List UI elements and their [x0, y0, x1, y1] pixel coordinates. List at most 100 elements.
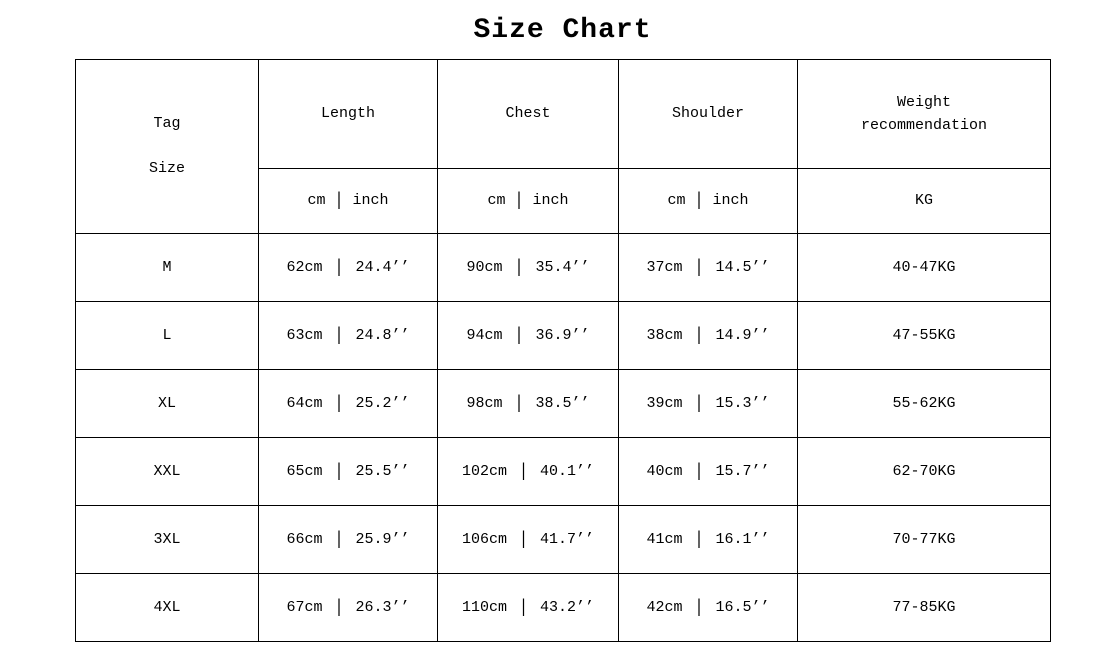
length-cell: 65cm | 25.5’’ — [258, 436, 438, 506]
chest-cm: 94cm — [466, 326, 503, 344]
separator-bar: | — [694, 460, 704, 482]
chest-cell: 106cm | 41.7’’ — [437, 504, 619, 574]
units-length: cm | inch — [258, 167, 438, 234]
weight-cell: 47-55KG — [797, 300, 1051, 370]
separator-bar: | — [694, 324, 704, 346]
shoulder-inch: 14.5’’ — [715, 258, 770, 276]
length-inch: 25.2’’ — [355, 394, 410, 412]
chest-cm: 90cm — [466, 258, 503, 276]
length-cell: 62cm | 24.4’’ — [258, 232, 438, 302]
header-weight-line2: recommendation — [860, 116, 988, 134]
chest-cm: 106cm — [461, 530, 507, 548]
chest-cell: 90cm | 35.4’’ — [437, 232, 619, 302]
length-cell: 64cm | 25.2’’ — [258, 368, 438, 438]
separator-bar: | — [334, 528, 344, 550]
separator-bar: | — [694, 256, 704, 278]
header-tag-label: Tag — [153, 115, 181, 133]
chest-inch: 41.7’’ — [540, 530, 595, 548]
separator-bar: | — [514, 324, 524, 346]
unit-cm: cm — [487, 192, 506, 210]
separator-bar: | — [694, 528, 704, 550]
chest-inch: 35.4’’ — [535, 258, 590, 276]
length-inch: 26.3’’ — [355, 598, 410, 616]
shoulder-cm: 39cm — [646, 394, 683, 412]
units-chest: cm | inch — [437, 167, 619, 234]
separator-bar: | — [518, 460, 528, 482]
table-row-m: M 62cm | 24.4’’ 90cm | 35.4’’ 37cm | 14.5’’ 40… — [75, 232, 1051, 302]
length-cell: 63cm | 24.8’’ — [258, 300, 438, 370]
separator-bar: | — [518, 596, 528, 618]
length-cm: 66cm — [286, 530, 323, 548]
shoulder-cm: 40cm — [646, 462, 683, 480]
length-inch: 24.8’’ — [355, 326, 410, 344]
header-weight-line1: Weight — [896, 93, 951, 111]
unit-inch: inch — [532, 192, 569, 210]
page-title: Size Chart — [473, 15, 652, 46]
separator-bar: | — [334, 256, 344, 278]
length-cm: 65cm — [286, 462, 323, 480]
unit-inch: inch — [352, 192, 389, 210]
chest-cell: 110cm | 43.2’’ — [437, 572, 619, 642]
length-inch: 24.4’’ — [355, 258, 410, 276]
units-shoulder: cm | inch — [618, 167, 798, 234]
length-cm: 63cm — [286, 326, 323, 344]
unit-cm: cm — [307, 192, 326, 210]
tag-size-cell: XL — [75, 368, 259, 438]
shoulder-cm: 37cm — [646, 258, 683, 276]
header-row-main: Tag Size Length Chest Shoulder Weight re… — [75, 58, 1051, 234]
chest-cm: 102cm — [461, 462, 507, 480]
table-row-3xl: 3XL 66cm | 25.9’’ 106cm | 41.7’’ 41cm | 16.1’’… — [75, 504, 1051, 574]
separator-bar: | — [514, 392, 524, 414]
tag-size-cell: L — [75, 300, 259, 370]
length-cm: 62cm — [286, 258, 323, 276]
weight-cell: 55-62KG — [797, 368, 1051, 438]
chest-inch: 36.9’’ — [535, 326, 590, 344]
shoulder-cm: 42cm — [646, 598, 683, 616]
unit-inch: inch — [712, 192, 749, 210]
unit-cm: cm — [667, 192, 686, 210]
separator-bar: | — [334, 324, 344, 346]
table-row-l: L 63cm | 24.8’’ 94cm | 36.9’’ 38cm | 14.9’’ 47… — [75, 300, 1051, 370]
separator-bar: | — [514, 256, 524, 278]
chest-cell: 98cm | 38.5’’ — [437, 368, 619, 438]
tag-size-cell: XXL — [75, 436, 259, 506]
length-cell: 66cm | 25.9’’ — [258, 504, 438, 574]
chest-inch: 43.2’’ — [540, 598, 595, 616]
separator-bar: | — [334, 392, 344, 414]
weight-cell: 62-70KG — [797, 436, 1051, 506]
shoulder-inch: 15.7’’ — [715, 462, 770, 480]
weight-cell: 70-77KG — [797, 504, 1051, 574]
header-tag-size: Tag Size — [75, 58, 259, 234]
header-length: Length — [258, 58, 438, 169]
separator-bar: | — [334, 190, 344, 212]
tag-size-cell: 4XL — [75, 572, 259, 642]
shoulder-cell: 40cm | 15.7’’ — [618, 436, 798, 506]
chest-cm: 110cm — [461, 598, 507, 616]
separator-bar: | — [694, 596, 704, 618]
separator-bar: | — [514, 190, 524, 212]
weight-cell: 77-85KG — [797, 572, 1051, 642]
chest-inch: 38.5’’ — [535, 394, 590, 412]
tag-size-cell: M — [75, 232, 259, 302]
shoulder-cell: 38cm | 14.9’’ — [618, 300, 798, 370]
size-chart-table: Tag Size Length Chest Shoulder Weight re… — [75, 58, 1051, 642]
table-row-4xl: 4XL 67cm | 26.3’’ 110cm | 43.2’’ 42cm | 16.5’’… — [75, 572, 1051, 642]
separator-bar: | — [518, 528, 528, 550]
chest-cell: 94cm | 36.9’’ — [437, 300, 619, 370]
header-size-label: Size — [148, 160, 185, 178]
table-row-xxl: XXL 65cm | 25.5’’ 102cm | 40.1’’ 40cm | 15.7’’… — [75, 436, 1051, 506]
header-shoulder: Shoulder — [618, 58, 798, 169]
shoulder-inch: 14.9’’ — [715, 326, 770, 344]
separator-bar: | — [694, 392, 704, 414]
header-chest: Chest — [437, 58, 619, 169]
shoulder-inch: 16.5’’ — [715, 598, 770, 616]
separator-bar: | — [334, 460, 344, 482]
table-row-xl: XL 64cm | 25.2’’ 98cm | 38.5’’ 39cm | 15.3’’ 5… — [75, 368, 1051, 438]
tag-size-cell: 3XL — [75, 504, 259, 574]
units-weight-kg: KG — [797, 167, 1051, 234]
length-inch: 25.5’’ — [355, 462, 410, 480]
chest-cell: 102cm | 40.1’’ — [437, 436, 619, 506]
length-cm: 67cm — [286, 598, 323, 616]
chest-inch: 40.1’’ — [540, 462, 595, 480]
